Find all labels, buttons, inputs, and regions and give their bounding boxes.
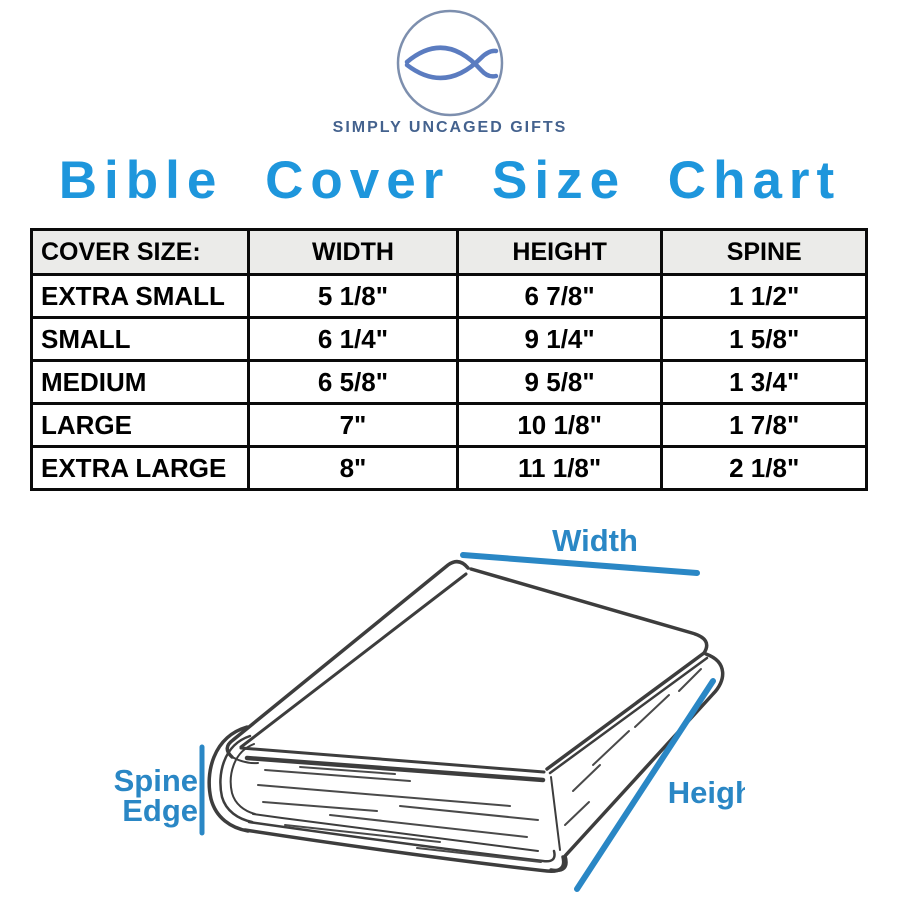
- book-illustration: [207, 559, 725, 873]
- cell-height: 11 1/8": [455, 445, 664, 491]
- cell-height: 9 5/8": [455, 359, 664, 405]
- cell-size: EXTRA LARGE: [29, 445, 251, 491]
- spine-edge-annotation: Spine Edge: [114, 744, 205, 836]
- cell-spine: 1 3/4": [660, 359, 868, 405]
- table-row: MEDIUM 6 5/8" 9 5/8" 1 3/4": [29, 359, 868, 405]
- col-header-spine: SPINE: [660, 228, 868, 276]
- cell-size: SMALL: [29, 316, 251, 362]
- size-table: COVER SIZE: WIDTH HEIGHT SPINE EXTRA SMA…: [29, 228, 868, 491]
- brand-logo: [0, 6, 900, 123]
- cell-width: 6 1/4": [247, 316, 459, 362]
- book-measurement-diagram: Width Height Spine Edge: [114, 523, 745, 892]
- cell-height: 6 7/8": [455, 273, 664, 319]
- col-header-width: WIDTH: [247, 228, 459, 276]
- table-row: EXTRA SMALL 5 1/8" 6 7/8" 1 1/2": [29, 273, 868, 319]
- cell-width: 6 5/8": [247, 359, 459, 405]
- height-label: Height: [668, 775, 745, 810]
- width-measure-line: [460, 552, 700, 576]
- cell-spine: 1 5/8": [660, 316, 868, 362]
- page-title: Bible Cover Size Chart: [58, 151, 842, 210]
- spine-edge-label-line2: Edge: [122, 793, 198, 828]
- cell-spine: 2 1/8": [660, 445, 868, 491]
- size-table-wrap: COVER SIZE: WIDTH HEIGHT SPINE EXTRA SMA…: [29, 228, 870, 491]
- table-row: SMALL 6 1/4" 9 1/4" 1 5/8": [29, 316, 868, 362]
- cell-width: 7": [247, 402, 459, 448]
- cell-height: 10 1/8": [455, 402, 664, 448]
- spine-edge-label-line1: Spine: [114, 763, 198, 798]
- cell-spine: 1 1/2": [660, 273, 868, 319]
- cell-width: 8": [247, 445, 459, 491]
- ichthys-fish-icon: [396, 9, 504, 117]
- brand-text: SIMPLY UNCAGED GIFTS: [332, 119, 568, 136]
- width-annotation: Width: [460, 523, 700, 576]
- table-row: EXTRA LARGE 8" 11 1/8" 2 1/8": [29, 445, 868, 491]
- cell-size: MEDIUM: [29, 359, 251, 405]
- cell-spine: 1 7/8": [660, 402, 868, 448]
- cell-size: LARGE: [29, 402, 251, 448]
- col-header-cover-size: COVER SIZE:: [29, 228, 251, 276]
- cell-size: EXTRA SMALL: [29, 273, 251, 319]
- cell-height: 9 1/4": [455, 316, 664, 362]
- table-header-row: COVER SIZE: WIDTH HEIGHT SPINE: [29, 228, 868, 276]
- table-row: LARGE 7" 10 1/8" 1 7/8": [29, 402, 868, 448]
- height-measure-line: [574, 678, 716, 892]
- width-label: Width: [552, 523, 638, 558]
- cell-width: 5 1/8": [247, 273, 459, 319]
- col-header-height: HEIGHT: [455, 228, 664, 276]
- height-annotation: Height: [574, 678, 745, 892]
